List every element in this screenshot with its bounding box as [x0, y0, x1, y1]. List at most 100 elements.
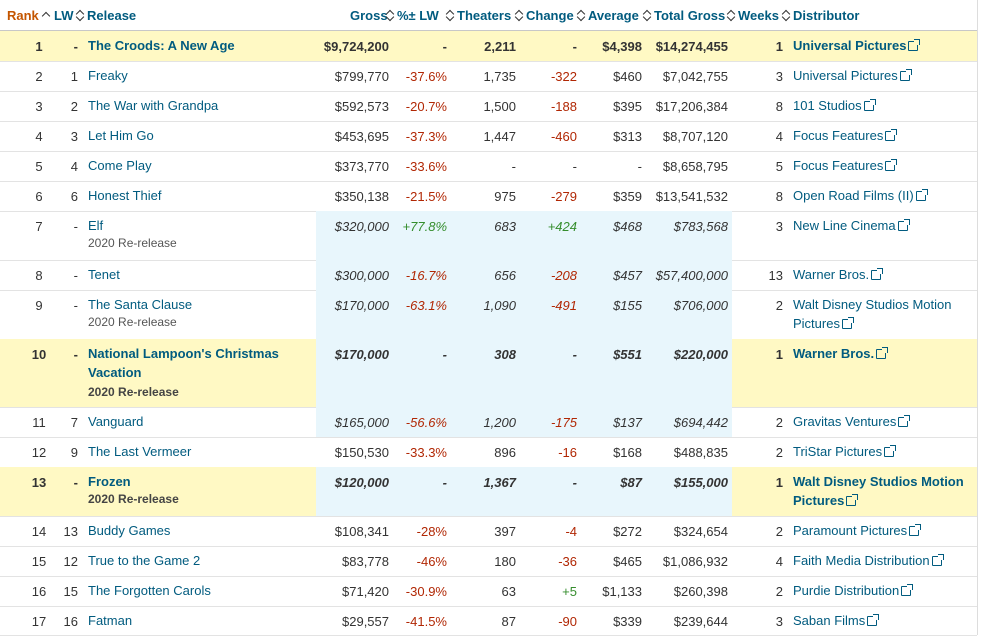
average-cell: $155	[613, 297, 642, 313]
distributor-link[interactable]: Focus Features	[793, 158, 884, 173]
sort-icon	[515, 8, 524, 22]
theaters-cell: 656	[494, 267, 516, 283]
pct-lw-cell: -37.3%	[405, 128, 447, 144]
external-link-icon[interactable]	[867, 614, 880, 626]
theaters-cell: 1,090	[483, 297, 516, 313]
rank-cell: 1	[35, 38, 43, 54]
release-link[interactable]: True to the Game 2	[88, 553, 201, 568]
theaters-cell: 180	[494, 553, 516, 569]
release-link[interactable]: Fatman	[88, 613, 133, 628]
release-link[interactable]: Buddy Games	[88, 523, 171, 538]
release-link[interactable]: Let Him Go	[88, 128, 154, 143]
release-link[interactable]: National Lampoon's Christmas Vacation	[88, 346, 279, 380]
release-link[interactable]: Come Play	[88, 158, 152, 173]
external-link-icon[interactable]	[897, 219, 910, 231]
external-link-icon[interactable]	[901, 584, 914, 596]
header-change[interactable]: Change	[515, 0, 574, 30]
header-weeks[interactable]: Weeks	[727, 0, 779, 30]
header-average[interactable]: Average	[577, 0, 639, 30]
rank-cell: 16	[31, 583, 47, 599]
pct-lw-cell: -63.1%	[405, 297, 447, 313]
release-link[interactable]: The Forgotten Carols	[88, 583, 211, 598]
release-link[interactable]: Tenet	[88, 267, 120, 282]
sort-icon	[577, 8, 586, 22]
header-distributor[interactable]: Distributor	[782, 0, 859, 30]
external-link-icon[interactable]	[871, 268, 884, 280]
distributor-link[interactable]: Universal Pictures	[793, 68, 898, 83]
distributor-link[interactable]: Walt Disney Studios Motion Pictures	[793, 474, 964, 508]
table-row: 4 3 Let Him Go $453,695 -37.3% 1,447 -460 $313 $…	[0, 121, 977, 152]
release-link[interactable]: The Last Vermeer	[88, 444, 192, 459]
distributor-cell: 101 Studios	[793, 96, 973, 115]
weeks-cell: 1	[775, 474, 783, 490]
last-week-cell: -	[73, 346, 78, 362]
total-gross-cell: $324,654	[673, 523, 728, 539]
external-link-icon[interactable]	[885, 159, 898, 171]
external-link-icon[interactable]	[863, 99, 876, 111]
distributor-link[interactable]: Faith Media Distribution	[793, 553, 930, 568]
last-week-cell: 1	[70, 68, 78, 84]
distributor-cell: Open Road Films (II)	[793, 186, 973, 205]
release-link[interactable]: Elf	[88, 218, 104, 233]
external-link-icon[interactable]	[885, 129, 898, 141]
average-cell: $313	[613, 128, 642, 144]
release-link[interactable]: Honest Thief	[88, 188, 162, 203]
external-link-icon[interactable]	[846, 494, 859, 506]
distributor-link[interactable]: New Line Cinema	[793, 218, 896, 233]
external-link-icon[interactable]	[898, 415, 911, 427]
external-link-icon[interactable]	[841, 317, 854, 329]
external-link-icon[interactable]	[899, 69, 912, 81]
theaters-cell: 975	[494, 188, 516, 204]
distributor-link[interactable]: TriStar Pictures	[793, 444, 883, 459]
weeks-cell: 3	[775, 613, 783, 629]
table-row: 11 7 Vanguard $165,000 -56.6% 1,200 -175 $137 $6…	[0, 407, 977, 438]
change-cell: -4	[565, 523, 577, 539]
total-gross-cell: $14,274,455	[655, 38, 728, 54]
external-link-icon[interactable]	[915, 189, 928, 201]
external-link-icon[interactable]	[909, 524, 922, 536]
release-link[interactable]: The Santa Clause	[88, 297, 193, 312]
distributor-cell: Warner Bros.	[793, 265, 973, 284]
header-gross[interactable]: Gross	[350, 0, 388, 30]
distributor-link[interactable]: Saban Films	[793, 613, 866, 628]
distributor-link[interactable]: Paramount Pictures	[793, 523, 908, 538]
distributor-link[interactable]: Warner Bros.	[793, 267, 870, 282]
distributor-link[interactable]: Walt Disney Studios Motion Pictures	[793, 297, 952, 331]
external-link-icon[interactable]	[931, 554, 944, 566]
external-link-icon[interactable]	[884, 445, 897, 457]
distributor-link[interactable]: Universal Pictures	[793, 38, 907, 53]
release-link[interactable]: The War with Grandpa	[88, 98, 219, 113]
distributor-link[interactable]: Warner Bros.	[793, 346, 875, 361]
header-divider	[0, 30, 977, 31]
change-cell: -	[572, 38, 577, 54]
release-link[interactable]: The Croods: A New Age	[88, 38, 235, 53]
rank-cell: 2	[35, 68, 43, 84]
header-pct-lw[interactable]: %± LW	[386, 0, 439, 30]
table-row: 12 9 The Last Vermeer $150,530 -33.3% 896 -16 $…	[0, 437, 977, 468]
header-lw[interactable]: LW	[54, 0, 74, 30]
header-total-gross[interactable]: Total Gross	[643, 0, 725, 30]
scroll-edge	[977, 0, 978, 635]
distributor-link[interactable]: Open Road Films (II)	[793, 188, 914, 203]
release-link[interactable]: Frozen	[88, 474, 131, 489]
external-link-icon[interactable]	[876, 347, 889, 359]
header-theaters[interactable]: Theaters	[446, 0, 511, 30]
header-release[interactable]: Release	[76, 0, 136, 30]
estimate-shading	[316, 339, 732, 407]
header-average-label: Average	[588, 7, 639, 23]
change-cell: -208	[550, 267, 577, 283]
change-cell: -	[572, 346, 577, 362]
distributor-link[interactable]: Purdie Distribution	[793, 583, 900, 598]
distributor-link[interactable]: 101 Studios	[793, 98, 862, 113]
header-rank[interactable]: Rank	[7, 0, 53, 30]
total-gross-cell: $1,086,932	[662, 553, 728, 569]
release-link[interactable]: Vanguard	[88, 414, 144, 429]
header-theaters-label: Theaters	[457, 7, 512, 23]
distributor-cell: Purdie Distribution	[793, 581, 973, 600]
release-subtitle: 2020 Re-release	[88, 236, 177, 250]
distributor-link[interactable]: Gravitas Ventures	[793, 414, 897, 429]
external-link-icon[interactable]	[908, 39, 921, 51]
distributor-link[interactable]: Focus Features	[793, 128, 884, 143]
release-link[interactable]: Freaky	[88, 68, 128, 83]
